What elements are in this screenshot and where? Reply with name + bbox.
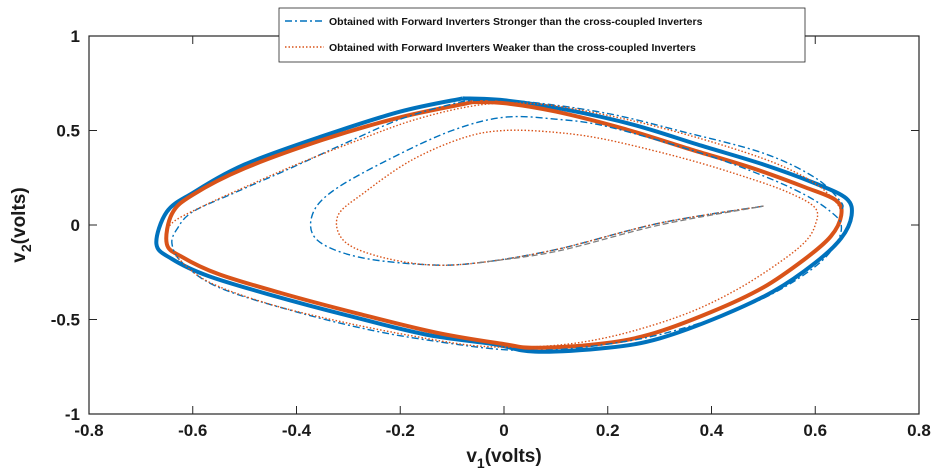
axes-box xyxy=(88,35,920,415)
x-tick-label: 0.2 xyxy=(596,421,620,440)
legend-box xyxy=(278,7,806,63)
y-tick-label: 1 xyxy=(71,27,80,46)
x-tick-label: -0.6 xyxy=(178,421,207,440)
x-tick-label: 0 xyxy=(499,421,508,440)
tick-layer: -0.8 -0.6 -0.4 -0.2 0 0.2 0.4 0.6 0.8 -1 -0.5 0 0.5 1 xyxy=(51,27,931,440)
y-tick-label: -1 xyxy=(65,405,80,424)
x-axis-label: v1(volts) xyxy=(466,446,541,471)
y-axis-label: v2(volts) xyxy=(9,187,34,262)
y-tick-label: 0 xyxy=(71,216,80,235)
x-tick-label: 0.4 xyxy=(700,421,724,440)
x-tick-label: -0.8 xyxy=(74,421,103,440)
legend-label-weaker: Obtained with Forward Inverters Weaker t… xyxy=(329,42,696,54)
x-tick-label: 0.6 xyxy=(803,421,827,440)
series-line-1 xyxy=(165,102,842,348)
x-tick-label: -0.2 xyxy=(386,421,415,440)
series-line-3 xyxy=(164,100,844,350)
series-layer xyxy=(154,96,854,354)
series-line-2 xyxy=(154,96,854,354)
legend: Obtained with Forward Inverters Stronger… xyxy=(278,7,806,63)
series-line-4 xyxy=(478,205,764,264)
legend-label-stronger: Obtained with Forward Inverters Stronger… xyxy=(329,16,703,28)
y-tick-label: 0.5 xyxy=(56,122,80,141)
y-tick-label: -0.5 xyxy=(51,311,80,330)
series-line-0 xyxy=(171,99,844,352)
x-tick-label: -0.4 xyxy=(282,421,312,440)
x-tick-label: 0.8 xyxy=(907,421,931,440)
